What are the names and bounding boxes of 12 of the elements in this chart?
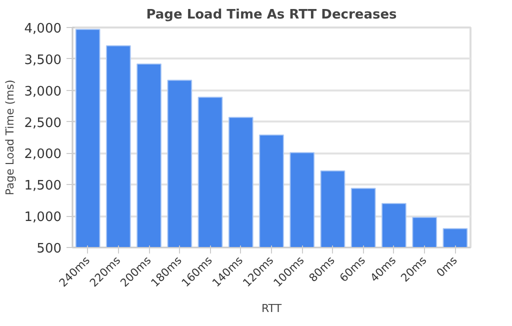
y-tick-label: 2,000 <box>24 147 62 162</box>
y-tick-label: 1,500 <box>24 178 62 194</box>
y-axis-title: Page Load Time (ms) <box>3 80 16 196</box>
chart-title: Page Load Time As RTT Decreases <box>146 8 398 22</box>
x-tick-label: 0ms <box>434 254 460 280</box>
y-tick-label: 500 <box>36 242 62 256</box>
y-tick-label: 3,500 <box>24 52 62 68</box>
x-axis-title: RTT <box>261 302 282 316</box>
y-tick-label: 4,000 <box>24 22 62 36</box>
y-tick-label: 3,000 <box>24 84 62 100</box>
y-tick-label: 1,000 <box>24 210 62 226</box>
y-tick-label: 2,500 <box>24 116 62 131</box>
